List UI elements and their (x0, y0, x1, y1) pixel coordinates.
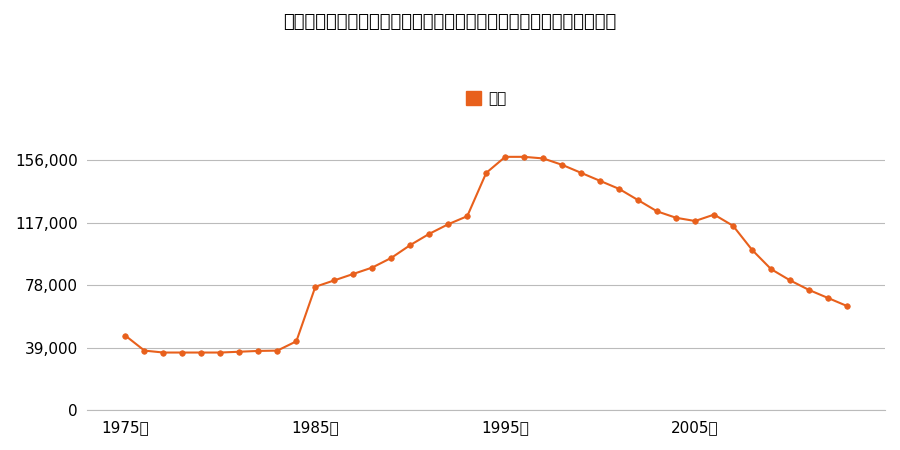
Text: 福井県福井市開発町弐六字南三反田１２番ほか２筆の一部の地価推移: 福井県福井市開発町弐六字南三反田１２番ほか２筆の一部の地価推移 (284, 14, 616, 32)
Legend: 価格: 価格 (460, 85, 513, 112)
